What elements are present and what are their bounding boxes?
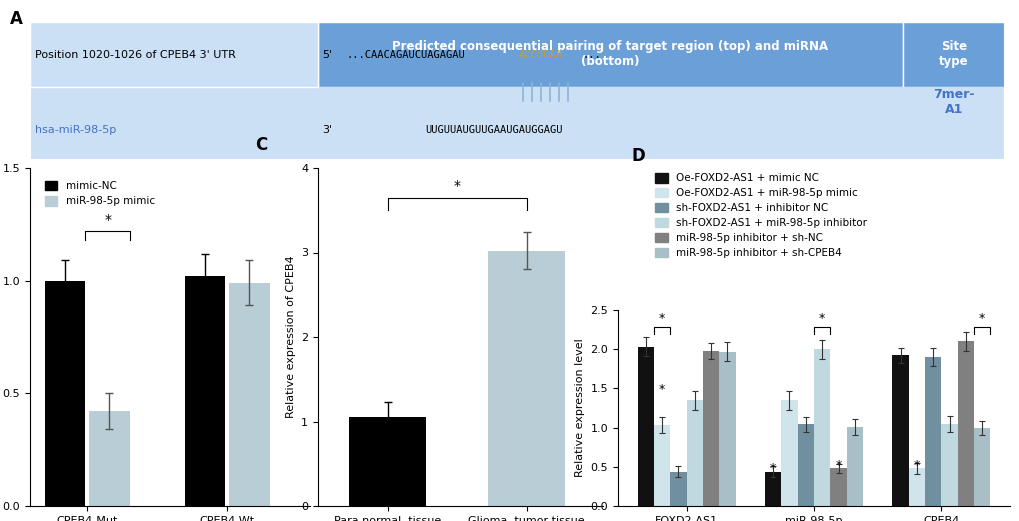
- Bar: [973, 428, 989, 506]
- Bar: [637, 347, 653, 506]
- Bar: [797, 425, 813, 506]
- Text: ...: ...: [582, 50, 601, 60]
- Text: Site
type: Site type: [938, 41, 968, 68]
- Text: hsa-miR-98-5p: hsa-miR-98-5p: [35, 125, 116, 134]
- Text: D: D: [631, 147, 645, 165]
- Legend: Oe-FOXD2-AS1 + mimic NC, Oe-FOXD2-AS1 + miR-98-5p mimic, sh-FOXD2-AS1 + inhibito: Oe-FOXD2-AS1 + mimic NC, Oe-FOXD2-AS1 + …: [650, 169, 870, 262]
- Text: *: *: [104, 213, 111, 227]
- Legend: mimic-NC, miR-98-5p mimic: mimic-NC, miR-98-5p mimic: [41, 177, 159, 210]
- Bar: [908, 468, 924, 506]
- Text: Predicted consequential pairing of target region (top) and miRNA
(bottom): Predicted consequential pairing of targe…: [391, 41, 827, 68]
- Y-axis label: Relative expression of CPEB4: Relative expression of CPEB4: [285, 256, 296, 418]
- Bar: [89, 412, 129, 506]
- Bar: [813, 349, 829, 506]
- Bar: [892, 355, 908, 506]
- Bar: [781, 400, 797, 506]
- Text: Position 1020-1026 of CPEB4 3' UTR: Position 1020-1026 of CPEB4 3' UTR: [35, 50, 235, 60]
- Text: ACCUCAA: ACCUCAA: [519, 50, 562, 60]
- Bar: [30, 87, 1004, 160]
- Bar: [669, 472, 686, 506]
- Bar: [846, 427, 862, 506]
- Text: 3': 3': [322, 125, 332, 134]
- Text: *: *: [658, 383, 664, 396]
- Bar: [317, 22, 902, 87]
- Bar: [686, 400, 702, 506]
- Text: 7mer-
A1: 7mer- A1: [932, 88, 973, 116]
- Bar: [348, 417, 425, 506]
- Text: UUGUUAUGUUGAAUGAUGGAGU: UUGUUAUGUUGAAUGAUGGAGU: [425, 125, 561, 134]
- Text: 5': 5': [322, 50, 332, 60]
- Bar: [184, 276, 225, 506]
- Bar: [902, 22, 1004, 87]
- Bar: [718, 352, 735, 506]
- Y-axis label: Relative expression level: Relative expression level: [575, 339, 585, 477]
- Bar: [488, 251, 565, 506]
- Bar: [957, 341, 973, 506]
- Bar: [228, 283, 269, 506]
- Text: *: *: [769, 462, 775, 475]
- Text: *: *: [658, 312, 664, 325]
- Text: *: *: [453, 179, 460, 193]
- Bar: [941, 424, 957, 506]
- Bar: [30, 22, 317, 87]
- Text: *: *: [818, 312, 824, 325]
- Text: A: A: [10, 10, 23, 29]
- Text: *: *: [835, 460, 841, 473]
- Bar: [702, 351, 718, 506]
- Bar: [829, 468, 846, 506]
- Text: *: *: [913, 460, 919, 473]
- Text: C: C: [255, 137, 267, 155]
- Bar: [45, 281, 86, 506]
- Bar: [653, 425, 669, 506]
- Bar: [764, 472, 781, 506]
- Bar: [924, 357, 941, 506]
- Text: ...CAACAGAUCUAGAGAU: ...CAACAGAUCUAGAGAU: [346, 50, 465, 60]
- Text: *: *: [978, 312, 984, 325]
